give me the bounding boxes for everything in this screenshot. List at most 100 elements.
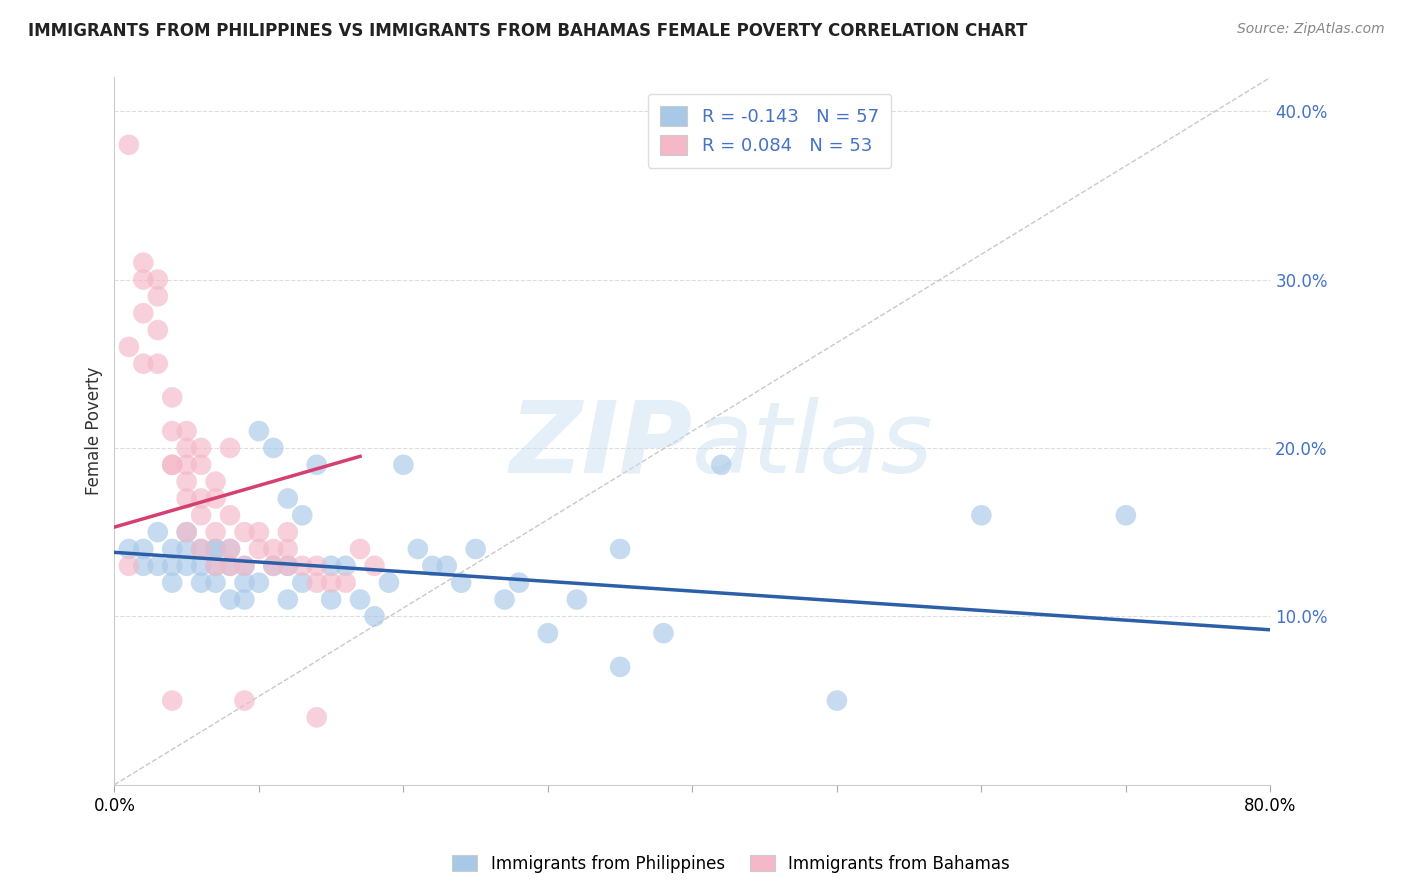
Point	[219, 541, 242, 556]
Point	[190, 458, 212, 472]
Point	[160, 391, 183, 405]
Point	[494, 592, 516, 607]
Point	[464, 541, 486, 556]
Point	[233, 558, 256, 573]
Point	[277, 558, 299, 573]
Point	[710, 458, 733, 472]
Point	[321, 558, 343, 573]
Point	[160, 541, 183, 556]
Point	[146, 525, 169, 540]
Point	[204, 541, 226, 556]
Point	[436, 558, 458, 573]
Point	[146, 558, 169, 573]
Point	[204, 558, 226, 573]
Point	[349, 592, 371, 607]
Point	[176, 475, 198, 489]
Point	[277, 525, 299, 540]
Point	[247, 541, 270, 556]
Point	[190, 508, 212, 523]
Point	[132, 541, 155, 556]
Point	[277, 592, 299, 607]
Point	[118, 340, 141, 354]
Point	[160, 558, 183, 573]
Point	[204, 575, 226, 590]
Point	[363, 609, 385, 624]
Point	[378, 575, 401, 590]
Point	[277, 491, 299, 506]
Point	[262, 441, 284, 455]
Point	[247, 575, 270, 590]
Point	[190, 491, 212, 506]
Point	[233, 558, 256, 573]
Point	[132, 272, 155, 286]
Point	[118, 558, 141, 573]
Point	[146, 289, 169, 303]
Point	[392, 458, 415, 472]
Point	[176, 424, 198, 438]
Point	[204, 541, 226, 556]
Legend: R = -0.143   N = 57, R = 0.084   N = 53: R = -0.143 N = 57, R = 0.084 N = 53	[648, 94, 891, 168]
Point	[970, 508, 993, 523]
Point	[219, 441, 242, 455]
Point	[321, 575, 343, 590]
Point	[176, 458, 198, 472]
Point	[825, 693, 848, 707]
Point	[219, 592, 242, 607]
Text: ZIP: ZIP	[509, 397, 692, 494]
Point	[652, 626, 675, 640]
Point	[335, 575, 357, 590]
Point	[132, 306, 155, 320]
Point	[204, 558, 226, 573]
Point	[321, 592, 343, 607]
Point	[609, 660, 631, 674]
Point	[190, 541, 212, 556]
Point	[420, 558, 443, 573]
Point	[176, 525, 198, 540]
Point	[247, 424, 270, 438]
Point	[118, 541, 141, 556]
Point	[204, 525, 226, 540]
Point	[233, 575, 256, 590]
Text: atlas: atlas	[692, 397, 934, 494]
Point	[291, 575, 314, 590]
Point	[118, 137, 141, 152]
Point	[233, 693, 256, 707]
Point	[176, 558, 198, 573]
Point	[247, 525, 270, 540]
Point	[233, 592, 256, 607]
Point	[176, 441, 198, 455]
Point	[176, 491, 198, 506]
Point	[176, 541, 198, 556]
Point	[219, 508, 242, 523]
Point	[335, 558, 357, 573]
Legend: Immigrants from Philippines, Immigrants from Bahamas: Immigrants from Philippines, Immigrants …	[446, 848, 1017, 880]
Point	[176, 525, 198, 540]
Point	[146, 323, 169, 337]
Point	[349, 541, 371, 556]
Point	[190, 441, 212, 455]
Point	[305, 458, 328, 472]
Point	[305, 558, 328, 573]
Point	[160, 693, 183, 707]
Point	[406, 541, 429, 556]
Point	[537, 626, 560, 640]
Point	[160, 575, 183, 590]
Point	[219, 541, 242, 556]
Text: IMMIGRANTS FROM PHILIPPINES VS IMMIGRANTS FROM BAHAMAS FEMALE POVERTY CORRELATIO: IMMIGRANTS FROM PHILIPPINES VS IMMIGRANT…	[28, 22, 1028, 40]
Point	[262, 558, 284, 573]
Point	[277, 541, 299, 556]
Text: Source: ZipAtlas.com: Source: ZipAtlas.com	[1237, 22, 1385, 37]
Point	[190, 541, 212, 556]
Point	[565, 592, 588, 607]
Point	[277, 558, 299, 573]
Point	[219, 558, 242, 573]
Point	[160, 424, 183, 438]
Point	[132, 558, 155, 573]
Point	[305, 710, 328, 724]
Point	[204, 475, 226, 489]
Point	[291, 558, 314, 573]
Point	[305, 575, 328, 590]
Point	[190, 575, 212, 590]
Point	[190, 558, 212, 573]
Point	[1115, 508, 1137, 523]
